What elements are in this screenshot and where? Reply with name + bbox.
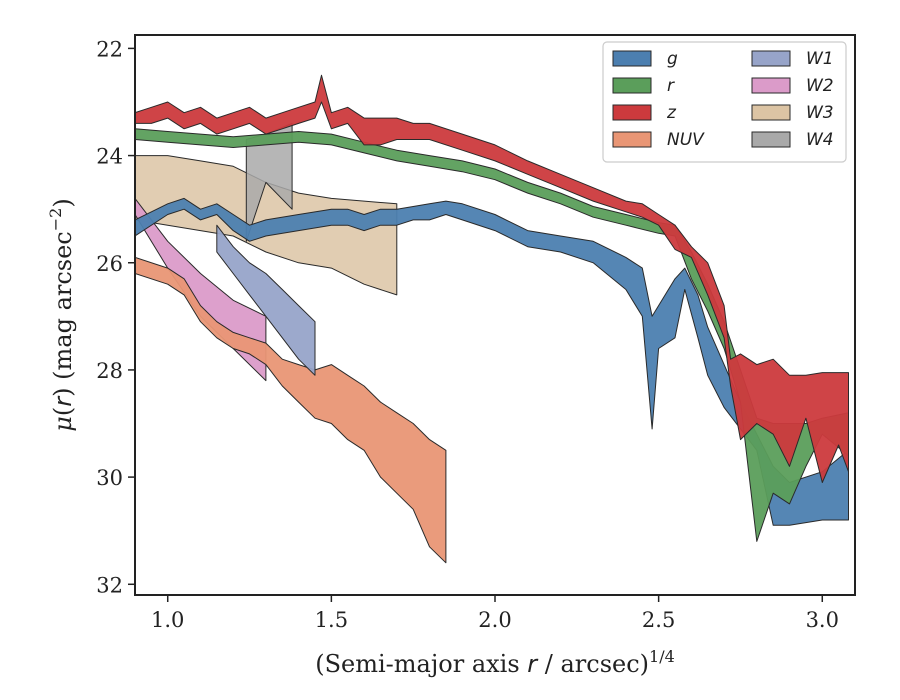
x-tick-label: 2.5: [642, 608, 675, 632]
legend-label-nuv: NUV: [667, 130, 705, 150]
legend-label-g: g: [667, 49, 678, 69]
band-w1: [216, 224, 316, 376]
y-tick-label: 26: [96, 252, 123, 276]
ticks-layer: 1.0 1.5 2.0 2.5 3.0 22 24 26 28 30 32: [96, 37, 839, 632]
legend-swatch-g: [612, 50, 652, 67]
x-axis-label: (Semi-major axis r / arcsec)1/4: [315, 647, 675, 678]
legend: grz NUV W1 W2 W3 W4: [602, 41, 847, 163]
x-tick-label: 1.0: [151, 608, 184, 632]
legend-label-w1: W1: [806, 49, 834, 69]
legend-label-z: z: [666, 103, 677, 123]
x-tick-label: 3.0: [806, 608, 839, 632]
legend-swatch-w3: [751, 104, 791, 121]
legend-label-w4: W4: [806, 130, 834, 150]
x-tick-label: 2.0: [478, 608, 511, 632]
legend-swatch-w2: [751, 77, 791, 94]
series-layer: [135, 74, 849, 564]
legend-swatch-r: [612, 77, 652, 94]
legend-label-w3: W3: [806, 103, 834, 123]
legend-swatch-w1: [751, 50, 791, 67]
legend-label-r: r: [667, 76, 675, 96]
legend-swatch-z: [612, 104, 652, 121]
y-tick-label: 22: [96, 37, 123, 61]
y-tick-label: 32: [96, 573, 123, 597]
legend-label-w2: W2: [806, 76, 834, 96]
band-nuv: [135, 256, 447, 564]
x-tick-label: 1.5: [315, 608, 348, 632]
y-tick-label: 24: [96, 145, 123, 169]
y-tick-label: 28: [96, 359, 123, 383]
legend-swatch-nuv: [612, 131, 652, 148]
band-z: [135, 74, 849, 483]
y-tick-label: 30: [96, 466, 123, 490]
y-axis-label: μ(r) (mag arcsec−2): [46, 198, 77, 431]
legend-swatch-w4: [751, 131, 791, 148]
